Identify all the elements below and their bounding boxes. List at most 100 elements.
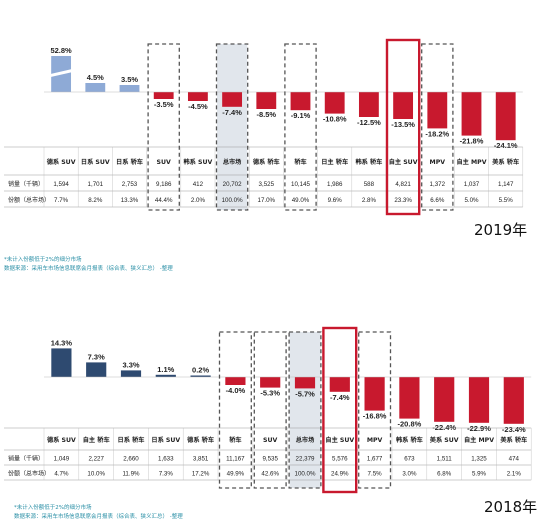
value-label: -16.8%	[363, 412, 387, 421]
year-label-2018: 2018年	[484, 498, 538, 516]
category-label: MPV	[367, 437, 383, 444]
highlight-box	[385, 38, 421, 216]
sales-cell: 673	[404, 456, 415, 463]
value-label: -10.8%	[323, 115, 347, 124]
sales-cell: 10,145	[291, 181, 310, 188]
sales-cell: 3,525	[259, 181, 275, 188]
share-cell: 9.6%	[328, 197, 343, 204]
shaded-column	[289, 332, 321, 488]
category-label: 日主 轿车	[321, 158, 348, 166]
share-cell: 44.4%	[155, 197, 173, 204]
category-label: 韩系 SUV	[183, 158, 212, 166]
sales-cell: 1,147	[498, 181, 514, 188]
category-label: MPV	[430, 159, 446, 166]
share-cell: 49.0%	[292, 197, 310, 204]
value-label: 14.3%	[51, 338, 73, 347]
value-label: 1.1%	[157, 365, 174, 374]
value-label: -23.4%	[502, 425, 526, 434]
share-cell: 2.0%	[191, 197, 206, 204]
sales-cell: 588	[364, 181, 375, 188]
bar	[155, 374, 176, 377]
category-label: 自主 MPV	[456, 158, 486, 166]
category-label: 总市场	[223, 158, 242, 166]
value-label: -7.4%	[222, 108, 242, 117]
category-label: 自主 MPV	[464, 436, 494, 444]
category-label: SUV	[263, 437, 277, 444]
share-cell: 6.8%	[437, 471, 452, 478]
share-cell: 5.9%	[472, 471, 487, 478]
share-cell: 2.1%	[507, 471, 522, 478]
category-label: 日系 轿车	[118, 436, 145, 444]
footnote-2018: *未计入份额低于2%的细分市场	[14, 505, 92, 511]
footnote-2019: *未计入份额低于2%的细分市场	[4, 257, 82, 263]
bar	[503, 377, 524, 424]
bar	[85, 83, 106, 92]
sales-cell: 1,511	[437, 456, 453, 463]
bar	[256, 92, 277, 109]
dashed-highlight-box	[284, 43, 317, 211]
bar	[461, 92, 482, 136]
value-label: -3.5%	[154, 100, 174, 109]
share-cell: 11.9%	[122, 471, 140, 478]
value-label: -7.4%	[330, 393, 350, 402]
sales-cell: 1,986	[327, 181, 343, 188]
share-cell: 5.0%	[464, 197, 479, 204]
value-label: -21.8%	[460, 137, 484, 146]
sales-cell: 1,633	[158, 456, 174, 463]
sales-cell: 22,379	[296, 456, 315, 463]
sales-cell: 2,660	[123, 456, 139, 463]
sales-cell: 474	[509, 456, 520, 463]
category-label: 总市场	[296, 436, 315, 444]
category-label: 德系 轿车	[253, 158, 280, 166]
value-label: -5.7%	[295, 389, 315, 398]
share-cell: 4.7%	[54, 471, 69, 478]
category-label: 美系 轿车	[500, 436, 527, 444]
bar	[495, 92, 516, 141]
bar	[358, 92, 379, 117]
bar	[120, 370, 142, 377]
sales-cell: 20,702	[223, 181, 242, 188]
value-label: 3.3%	[122, 360, 139, 369]
share-cell: 7.3%	[159, 471, 174, 478]
category-label: 韩系 轿车	[355, 158, 382, 166]
value-label: -18.2%	[425, 129, 449, 138]
sales-cell: 1,677	[367, 456, 383, 463]
share-cell: 100.0%	[295, 471, 316, 478]
category-label: 日系 轿车	[116, 158, 143, 166]
share-cell: 2.8%	[362, 197, 377, 204]
share-cell: 13.3%	[121, 197, 139, 204]
bar	[153, 92, 174, 99]
share-cell: 10.0%	[87, 471, 105, 478]
sales-cell: 4,821	[395, 181, 411, 188]
bar	[290, 92, 311, 111]
dashed-highlight-box	[215, 43, 249, 211]
share-cell: 7.5%	[368, 471, 383, 478]
value-label: 7.3%	[88, 352, 105, 361]
value-label: -8.5%	[257, 110, 277, 119]
bar	[190, 375, 211, 377]
value-label: 0.2%	[192, 366, 209, 375]
category-label: 日系 SUV	[151, 436, 180, 444]
bar	[119, 85, 140, 92]
sales-cell: 9,535	[262, 456, 278, 463]
dashed-highlight-box	[421, 43, 454, 211]
sales-cell: 412	[193, 181, 204, 188]
share-cell: 3.0%	[402, 471, 417, 478]
category-label: 轿车	[229, 436, 241, 444]
bar	[294, 377, 316, 389]
bar	[434, 377, 455, 422]
sales-cell: 9,186	[156, 181, 172, 188]
sales-cell: 1,372	[430, 181, 446, 188]
sales-cell: 11,167	[226, 456, 245, 463]
category-label: SUV	[157, 159, 171, 166]
sales-cell: 2,753	[122, 181, 138, 188]
sales-cell: 1,325	[471, 456, 487, 463]
category-label: 德系 SUV	[47, 436, 76, 444]
row-label-sales: 销量（千辆）	[8, 180, 44, 188]
share-cell: 24.9%	[331, 471, 349, 478]
share-cell: 5.5%	[499, 197, 514, 204]
highlight-box	[322, 326, 358, 494]
dashed-highlight-box	[218, 331, 252, 489]
category-label: 德系 SUV	[47, 158, 76, 166]
